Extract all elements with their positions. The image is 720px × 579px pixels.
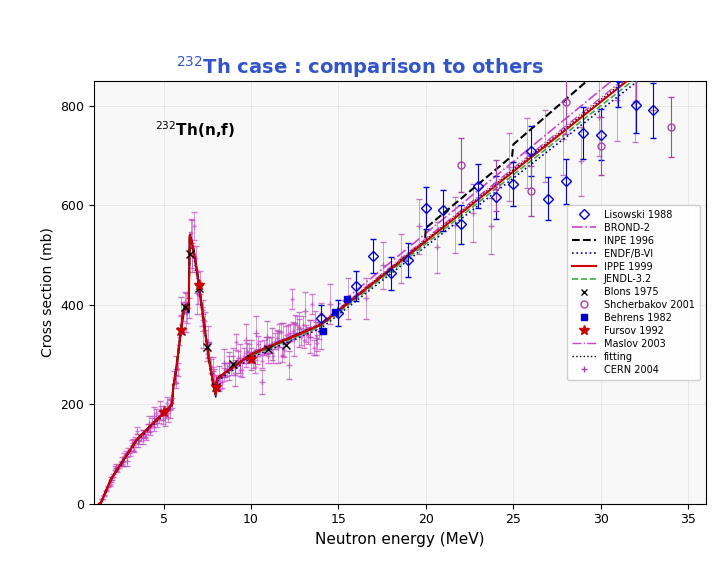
Y-axis label: Cross section (mb): Cross section (mb) [40, 228, 54, 357]
Legend: Lisowski 1988, BROND-2, INPE 1996, ENDF/B-VI, IPPE 1999, JENDL-3.2, Blons 1975, : Lisowski 1988, BROND-2, INPE 1996, ENDF/… [567, 205, 700, 380]
Text: $^{232}$Th case : comparison to others: $^{232}$Th case : comparison to others [176, 54, 544, 79]
Text: INTC 20/02/2006: INTC 20/02/2006 [608, 556, 713, 570]
Text: $^{232}$Th(n,f): $^{232}$Th(n,f) [155, 119, 235, 140]
Text: L. Tassan-Got & the TOF collaboration: L. Tassan-Got & the TOF collaboration [7, 556, 244, 570]
X-axis label: Neutron energy (MeV): Neutron energy (MeV) [315, 532, 485, 547]
Text: Angular distributions in the neutron-induced fission of actinides: Angular distributions in the neutron-ind… [7, 12, 449, 26]
